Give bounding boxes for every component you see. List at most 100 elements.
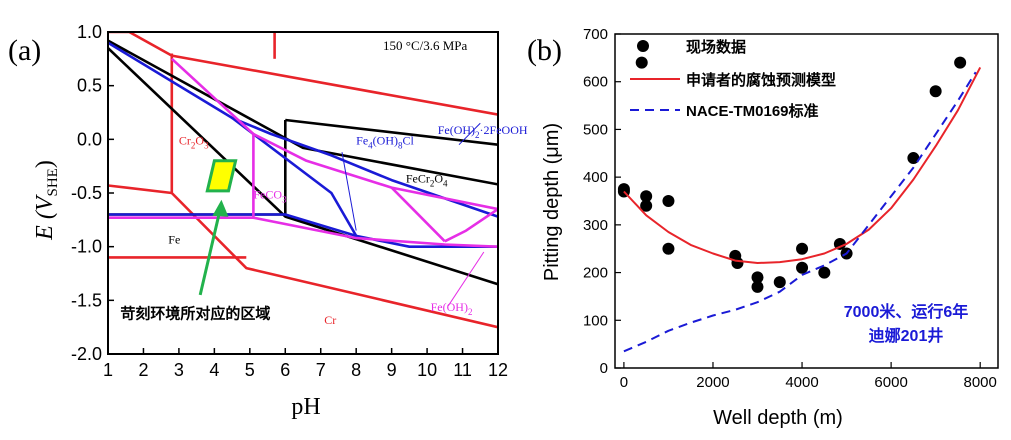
region-label-part: 3 [282, 194, 287, 204]
boundary-line-magenta [390, 186, 446, 243]
panel-b-label: (b) [527, 34, 562, 67]
data-point [731, 257, 744, 270]
region-label-part: Cr [324, 313, 336, 327]
boundary-line-blue [231, 116, 358, 237]
x-tick-label: 4000 [785, 374, 818, 391]
panel-b-plot: 0 2000 4000 6000 8000 0 100 200 300 400 500 600 700 现… [583, 26, 999, 391]
y-tick-label: 700 [583, 26, 608, 43]
region-label-part: (OH) [373, 134, 398, 148]
panel-a-plot: 1 2 3 4 5 6 7 8 9 10 11 121.00.50.0-0.5-1.0-1.5-2.0… [71, 22, 528, 380]
x-tick-label: 7 [316, 360, 326, 380]
x-tick-label: 3 [174, 360, 184, 380]
prediction-model-line [623, 66, 982, 264]
x-tick-label: 8 [351, 360, 361, 380]
region-label: Fe4(OH)8Cl [356, 134, 414, 151]
region-arrow [198, 203, 223, 296]
x-tick-label: 5 [245, 360, 255, 380]
y-tick-label: 500 [583, 121, 608, 138]
data-point [640, 199, 653, 212]
region-label-part: FeCr [406, 171, 430, 185]
region-label-part: Fe [168, 232, 180, 246]
region-label-part: Fe(OH) [438, 123, 475, 137]
data-point [954, 56, 967, 69]
region-label: Cr2O3 [179, 134, 209, 151]
boundary-line-red [108, 32, 498, 116]
legend-marker-points [637, 40, 649, 52]
y-tick-label: 300 [583, 217, 608, 234]
region-label-part: 4 [443, 178, 448, 188]
annotation-arrow [341, 152, 357, 231]
x-tick-label: 6 [280, 360, 290, 380]
y-tick-label: 0.5 [77, 76, 102, 96]
harsh-region-label: 苛刻环境所对应的区域 [120, 305, 270, 323]
region-label-part: 8 [398, 141, 403, 151]
x-tick-label: 0 [620, 374, 628, 391]
y-tick-label: -1.5 [71, 290, 102, 310]
boundary-line-magenta [444, 208, 498, 243]
data-point [640, 190, 653, 203]
region-label: Cr [324, 313, 336, 327]
x-tick-label: 4 [209, 360, 219, 380]
region-label-part: 2 [468, 307, 473, 317]
legend-label: 现场数据 [686, 38, 746, 56]
data-point [796, 261, 809, 274]
region-label: Fe(OH)2 [431, 300, 473, 317]
pourbaix-lines [108, 32, 498, 329]
y-tick-label: -0.5 [71, 183, 102, 203]
y-tick-label: 600 [583, 74, 608, 91]
y-tick-label: 1.0 [77, 22, 102, 42]
data-point [617, 183, 630, 196]
panel-a-ylabel: E (VSHE) [32, 160, 61, 241]
data-point [833, 237, 846, 250]
region-label: FeCr2O4 [406, 171, 448, 188]
ylabel-e: E (V [32, 194, 58, 241]
x-tick-label: 12 [488, 360, 508, 380]
data-point [929, 85, 942, 98]
y-tick-label: 200 [583, 265, 608, 282]
x-tick-label: 2000 [696, 374, 729, 391]
x-tick-label: 11 [453, 360, 472, 380]
data-point [818, 266, 831, 279]
x-tick-label: 1 [103, 360, 113, 380]
y-tick-label: 0.0 [77, 129, 102, 149]
region-label-part: FeCO [253, 187, 282, 201]
region-arrow-head [212, 199, 229, 217]
annotation-arrow [447, 251, 485, 306]
boundary-line-red [108, 184, 172, 195]
panel-b-xlabel: Well depth (m) [713, 407, 843, 429]
data-point [662, 242, 675, 255]
y-tick-label: 100 [583, 312, 608, 329]
data-point [751, 280, 764, 293]
x-tick-label: 2 [138, 360, 148, 380]
x-tick-label: 6000 [874, 374, 907, 391]
region-label-part: 4 [368, 141, 373, 151]
y-tick-label: -2.0 [71, 344, 102, 364]
panel-b-ylabel: Pitting depth (μm) [541, 123, 563, 281]
harsh-environment-region [205, 159, 238, 193]
well-annotation-line2: 迪娜201井 [869, 326, 944, 345]
data-point [907, 152, 920, 165]
data-point [796, 242, 809, 255]
region-label-part: 3 [204, 141, 209, 151]
region-label-part: Cl [403, 134, 415, 148]
region-label-part: 2 [430, 178, 435, 188]
data-point [635, 56, 648, 69]
boundary-line-black [108, 39, 498, 186]
legend-label: NACE-TM0169标准 [686, 102, 819, 120]
panel-a-condition: 150 °C/3.6 MPa [383, 38, 468, 53]
panel-a-xlabel: pH [291, 394, 320, 420]
region-label: FeCO3 [253, 187, 287, 204]
panel-a-label: (a) [8, 34, 41, 67]
y-tick-label: -1.0 [71, 237, 102, 257]
region-label-part: 2 [191, 141, 196, 151]
boundary-line-blue [108, 213, 498, 248]
ylabel-close: ) [32, 160, 58, 168]
data-point [751, 271, 764, 284]
region-label: Fe [168, 232, 180, 246]
region-label-part: Fe(OH) [431, 300, 468, 314]
annotation-arrow [458, 122, 481, 146]
y-tick-label: 0 [600, 360, 608, 377]
x-tick-label: 10 [417, 360, 437, 380]
region-label-part: Cr [179, 134, 191, 148]
